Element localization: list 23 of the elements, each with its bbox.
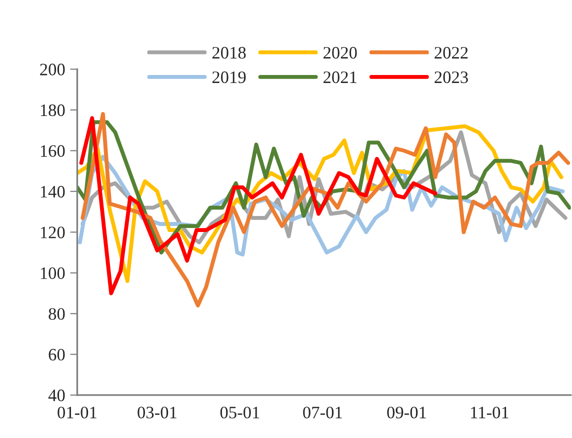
x-tick-label: 11-01 bbox=[471, 406, 508, 418]
y-tick-label: 120 bbox=[40, 226, 65, 238]
y-tick-label: 80 bbox=[48, 308, 65, 320]
y-tick-label: 180 bbox=[40, 104, 65, 116]
legend-label: 2020 bbox=[324, 46, 357, 59]
x-tick-label: 09-01 bbox=[387, 406, 426, 418]
x-tick-label: 01-01 bbox=[58, 406, 96, 418]
legend-label: 2018 bbox=[212, 46, 246, 59]
y-tick-label: 100 bbox=[40, 267, 65, 280]
x-tick-label: 05-01 bbox=[220, 406, 260, 418]
legend-label: 2021 bbox=[324, 71, 356, 84]
legend-label: 2019 bbox=[212, 71, 246, 84]
y-tick-label: 60 bbox=[48, 348, 65, 361]
y-tick-label: 40 bbox=[48, 390, 65, 402]
line-series bbox=[80, 112, 570, 308]
y-tick-label: 160 bbox=[40, 145, 65, 157]
y-tick-label: 140 bbox=[40, 186, 65, 198]
legend-label: 2023 bbox=[434, 71, 468, 84]
y-tick-label: 200 bbox=[40, 64, 65, 76]
legend-label: 2022 bbox=[434, 46, 468, 59]
x-tick-label: 03-01 bbox=[138, 406, 176, 418]
x-tick-label: 07-01 bbox=[303, 406, 342, 418]
line-series bbox=[79, 116, 438, 296]
